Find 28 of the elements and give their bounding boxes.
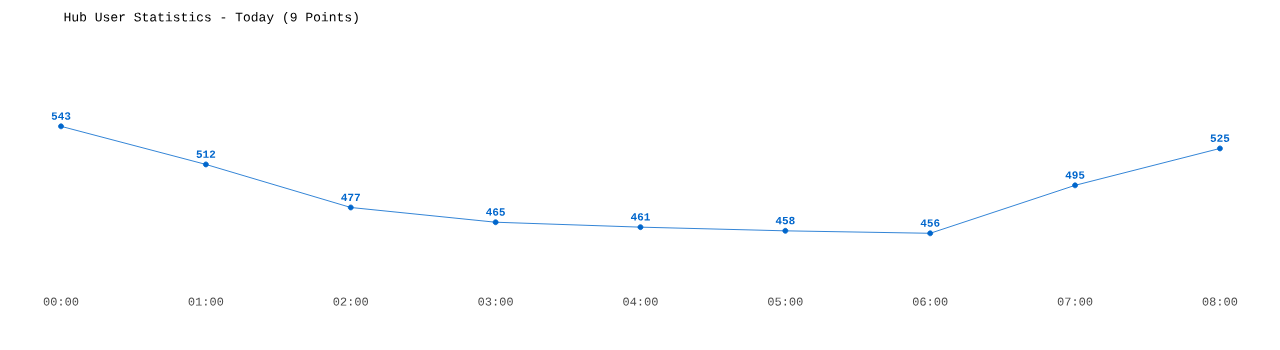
data-label: 461 bbox=[630, 213, 650, 221]
point bbox=[347, 204, 354, 211]
data-label: 458 bbox=[775, 216, 795, 225]
x-tick-label: 05:00 bbox=[768, 297, 803, 306]
x-tick-label: 03:00 bbox=[478, 297, 513, 306]
point bbox=[782, 227, 789, 234]
x-tick-label: 01:00 bbox=[188, 297, 224, 306]
point bbox=[58, 123, 64, 130]
x-tick-label: 07:00 bbox=[1057, 297, 1093, 306]
x-tick-label: 06:00 bbox=[912, 297, 948, 306]
data-label: 543 bbox=[51, 112, 71, 120]
x-tick-label: 08:00 bbox=[1202, 297, 1238, 306]
data-label: 477 bbox=[341, 193, 360, 201]
data-label: 512 bbox=[196, 150, 216, 158]
point bbox=[1072, 182, 1078, 189]
point bbox=[637, 224, 644, 231]
x-tick-label: 02:00 bbox=[333, 297, 369, 306]
point bbox=[202, 161, 209, 168]
x-tick-label: 00:00 bbox=[43, 297, 79, 306]
point bbox=[492, 219, 499, 226]
chart-title: Hub User Statistics - Today (9 Points) bbox=[64, 11, 358, 25]
data-label: 456 bbox=[920, 219, 940, 227]
data-label: 495 bbox=[1065, 171, 1085, 179]
point bbox=[1217, 145, 1223, 152]
data-label: 525 bbox=[1210, 134, 1230, 142]
x-tick-label: 04:00 bbox=[623, 297, 658, 306]
point bbox=[927, 230, 934, 237]
data-label: 465 bbox=[486, 208, 505, 216]
